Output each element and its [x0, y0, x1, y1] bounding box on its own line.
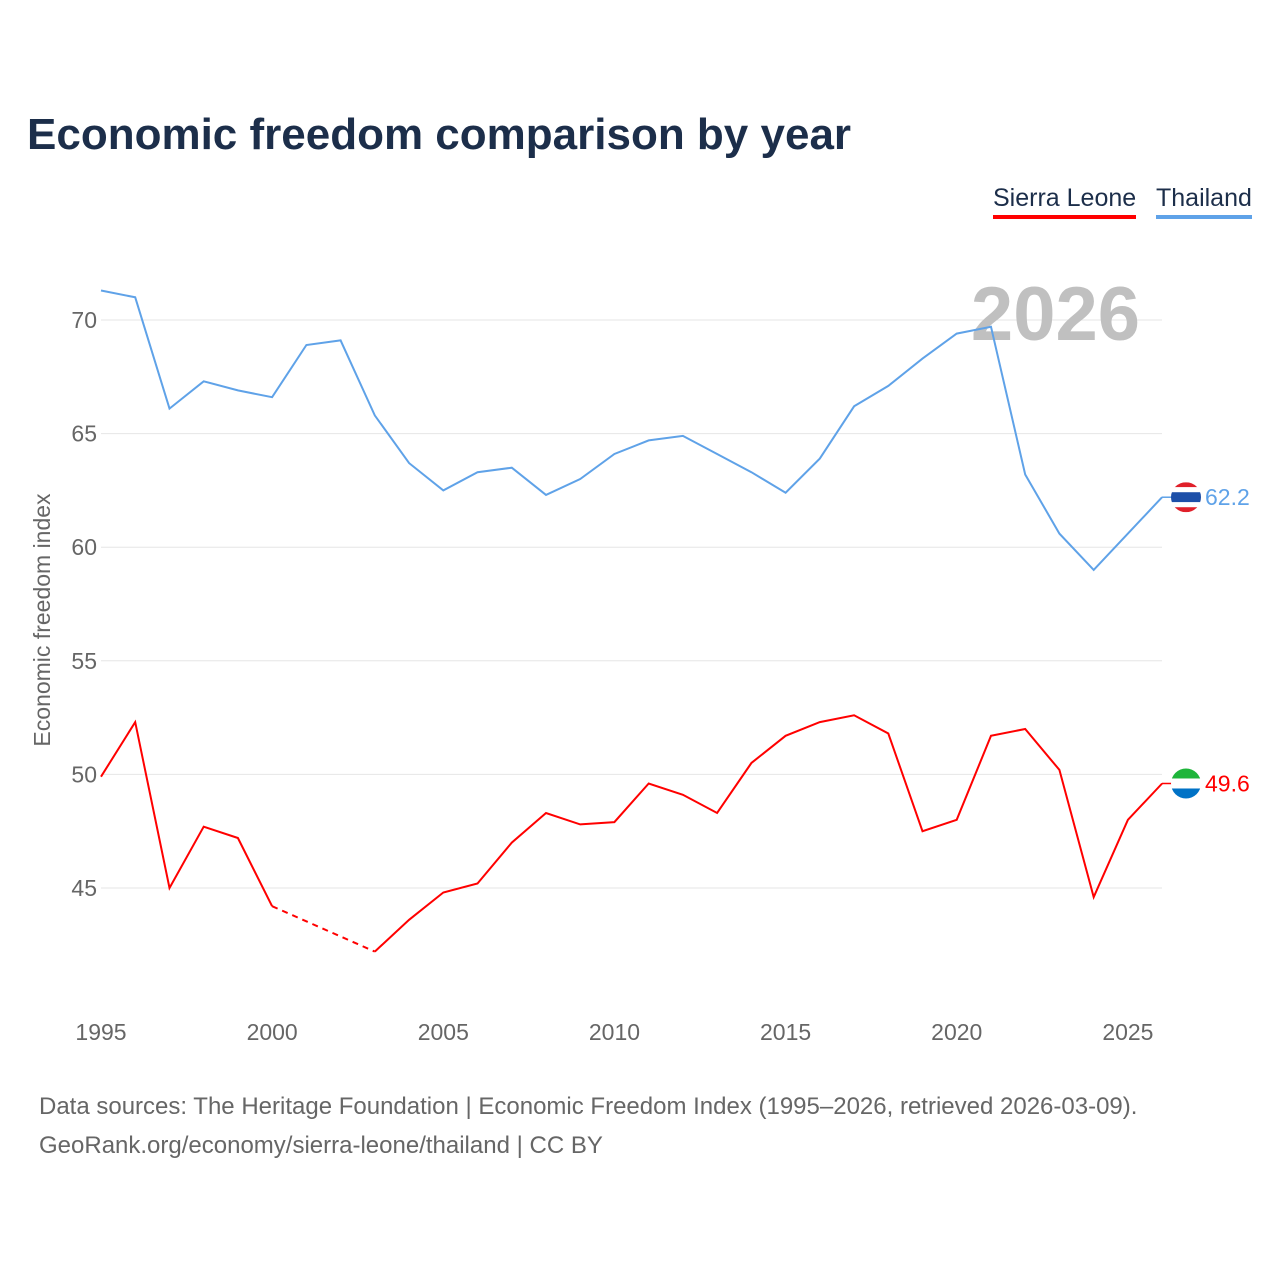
- data-point[interactable]: [1054, 765, 1064, 775]
- y-axis-label: Economic freedom index: [29, 493, 55, 747]
- data-point[interactable]: [199, 376, 209, 386]
- data-point[interactable]: [130, 292, 140, 302]
- data-point[interactable]: [336, 335, 346, 345]
- data-point[interactable]: [438, 888, 448, 898]
- data-point[interactable]: [507, 463, 517, 473]
- y-tick-label: 60: [71, 534, 97, 560]
- footer-link[interactable]: GeoRank.org/economy/sierra-leone/thailan…: [39, 1132, 603, 1159]
- data-point[interactable]: [986, 731, 996, 741]
- x-tick-label: 2010: [589, 1019, 640, 1045]
- series-line-thailand: [100, 289, 1163, 572]
- data-point[interactable]: [1054, 529, 1064, 539]
- data-point[interactable]: [370, 947, 380, 957]
- thailand-flag-icon: [1171, 482, 1201, 513]
- data-point[interactable]: [164, 883, 174, 893]
- series-line-sierra-leone: [374, 714, 1163, 953]
- series-line-sierra-leone: [100, 719, 273, 907]
- footer: Data sources: The Heritage Foundation | …: [39, 1087, 1137, 1165]
- data-point[interactable]: [952, 329, 962, 339]
- end-value-label: 62.2: [1205, 484, 1250, 510]
- data-point[interactable]: [473, 467, 483, 477]
- end-value-label: 49.6: [1205, 770, 1250, 796]
- data-point[interactable]: [370, 410, 380, 420]
- data-point[interactable]: [918, 826, 928, 836]
- data-point[interactable]: [199, 822, 209, 832]
- data-point[interactable]: [815, 454, 825, 464]
- x-tick-label: 2005: [418, 1019, 469, 1045]
- data-point[interactable]: [541, 808, 551, 818]
- sierra-leone-flag-icon: [1171, 768, 1201, 799]
- data-point[interactable]: [781, 731, 791, 741]
- data-point[interactable]: [301, 340, 311, 350]
- data-point[interactable]: [883, 381, 893, 391]
- x-tick-label: 2025: [1102, 1019, 1153, 1045]
- data-point[interactable]: [575, 474, 585, 484]
- x-tick-label: 1995: [75, 1019, 126, 1045]
- data-point[interactable]: [267, 392, 277, 402]
- y-tick-label: 55: [71, 648, 97, 674]
- data-point[interactable]: [507, 838, 517, 848]
- data-point[interactable]: [918, 354, 928, 364]
- data-point[interactable]: [678, 431, 688, 441]
- data-point[interactable]: [1089, 892, 1099, 902]
- legend-thailand[interactable]: Thailand: [1156, 184, 1252, 219]
- legend-sierra-leone[interactable]: Sierra Leone: [993, 184, 1137, 219]
- data-point[interactable]: [986, 322, 996, 332]
- y-tick-label: 70: [71, 307, 97, 333]
- data-point[interactable]: [267, 901, 277, 911]
- y-tick-label: 65: [71, 421, 97, 447]
- data-point[interactable]: [233, 385, 243, 395]
- y-tick-label: 45: [71, 875, 97, 901]
- data-point[interactable]: [678, 790, 688, 800]
- data-point[interactable]: [1020, 469, 1030, 479]
- data-point[interactable]: [130, 717, 140, 727]
- data-point[interactable]: [404, 458, 414, 468]
- data-point[interactable]: [781, 488, 791, 498]
- data-point[interactable]: [849, 710, 859, 720]
- data-point[interactable]: [849, 401, 859, 411]
- data-point[interactable]: [404, 915, 414, 925]
- data-point[interactable]: [712, 808, 722, 818]
- data-point[interactable]: [746, 758, 756, 768]
- data-point[interactable]: [233, 833, 243, 843]
- data-point[interactable]: [1020, 724, 1030, 734]
- data-point[interactable]: [609, 449, 619, 459]
- data-point[interactable]: [575, 819, 585, 829]
- data-point[interactable]: [96, 772, 106, 782]
- data-point[interactable]: [712, 449, 722, 459]
- data-point[interactable]: [644, 778, 654, 788]
- data-point[interactable]: [644, 435, 654, 445]
- year-watermark: 2026: [971, 272, 1140, 357]
- missing-data-segment: [271, 905, 376, 953]
- x-tick-label: 2020: [931, 1019, 982, 1045]
- data-point[interactable]: [746, 467, 756, 477]
- x-tick-label: 2015: [760, 1019, 811, 1045]
- data-point[interactable]: [1123, 815, 1133, 825]
- data-point[interactable]: [815, 717, 825, 727]
- x-tick-label: 2000: [247, 1019, 298, 1045]
- data-point[interactable]: [1123, 529, 1133, 539]
- data-point[interactable]: [473, 878, 483, 888]
- y-tick-label: 50: [71, 761, 97, 787]
- data-point[interactable]: [952, 815, 962, 825]
- data-point[interactable]: [609, 817, 619, 827]
- data-point[interactable]: [164, 404, 174, 414]
- data-point[interactable]: [541, 490, 551, 500]
- data-point[interactable]: [96, 285, 106, 295]
- data-point[interactable]: [1089, 565, 1099, 575]
- data-point[interactable]: [438, 485, 448, 495]
- chart-title: Economic freedom comparison by year: [27, 110, 852, 159]
- footer-sources: Data sources: The Heritage Foundation | …: [39, 1093, 1138, 1120]
- data-point[interactable]: [883, 729, 893, 739]
